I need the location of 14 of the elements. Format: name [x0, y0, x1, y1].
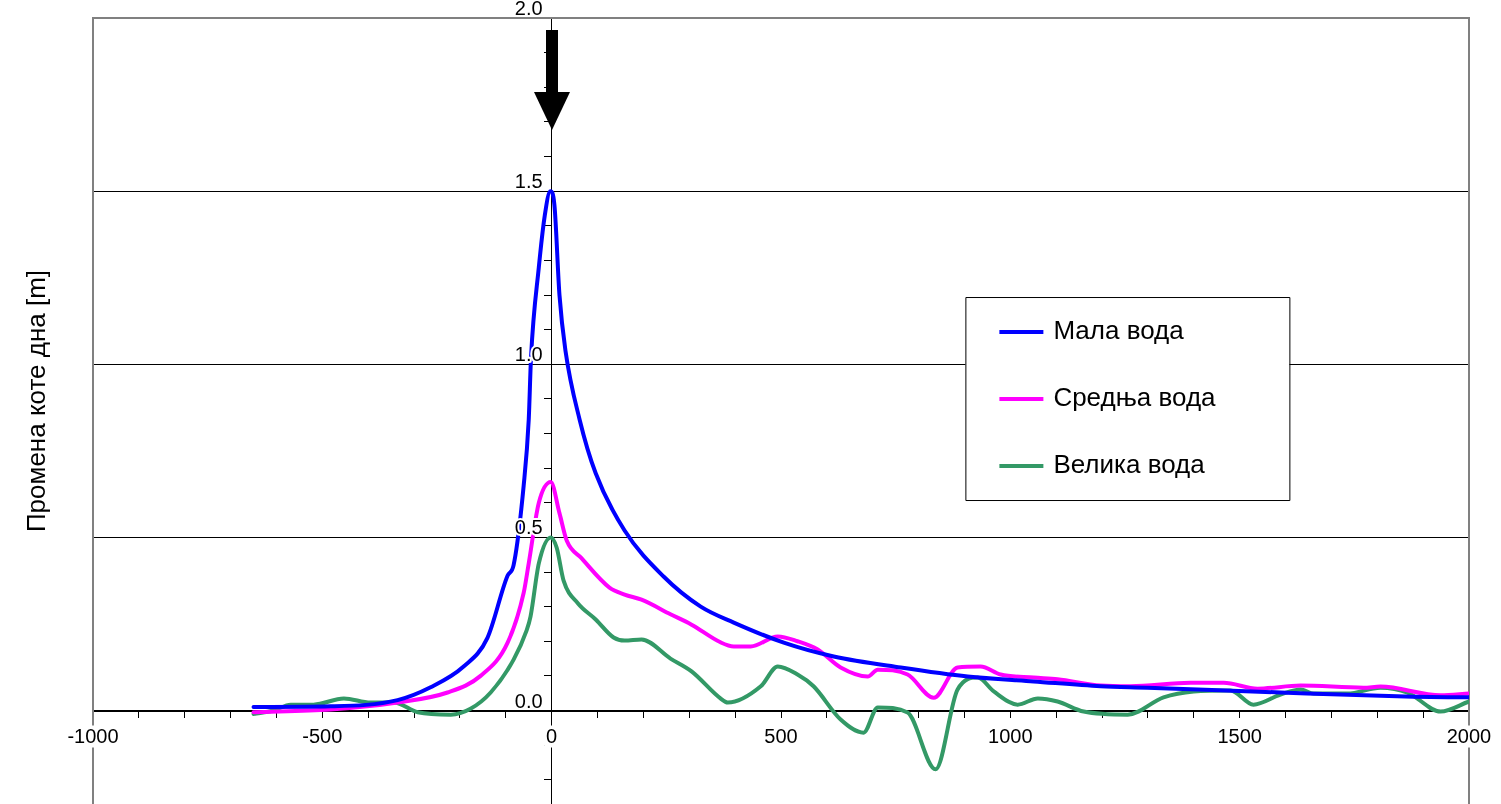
legend-label: Велика вода: [1053, 449, 1206, 480]
legend-label: Мала вода: [1053, 315, 1185, 346]
y-tick-label: 2.0: [514, 0, 543, 19]
x-tick-label: 0: [546, 725, 558, 748]
y-axis-title: Промена коте дна [m]: [21, 269, 52, 533]
y-tick-label: 0.0: [514, 689, 543, 712]
x-tick-label: 1500: [1217, 725, 1262, 748]
legend-label: Средња вода: [1053, 382, 1217, 413]
x-tick-label: 2000: [1446, 725, 1492, 748]
y-tick-label: 1.5: [514, 170, 543, 193]
x-tick-label: 500: [764, 725, 798, 748]
x-tick-label: -500: [302, 725, 343, 748]
x-tick-label: -1000: [67, 725, 119, 748]
x-tick-label: 1000: [988, 725, 1033, 748]
